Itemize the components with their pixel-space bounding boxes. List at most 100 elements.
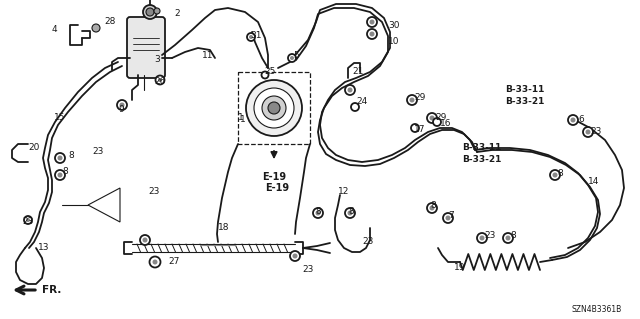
Circle shape xyxy=(429,205,435,211)
Circle shape xyxy=(351,103,359,111)
Text: 19: 19 xyxy=(454,263,465,272)
Text: 17: 17 xyxy=(414,125,426,135)
Circle shape xyxy=(552,173,557,177)
Circle shape xyxy=(140,235,150,245)
Circle shape xyxy=(26,218,30,222)
Circle shape xyxy=(410,98,415,102)
Circle shape xyxy=(445,216,451,220)
Circle shape xyxy=(146,8,154,16)
Circle shape xyxy=(246,80,302,136)
Circle shape xyxy=(429,115,435,121)
Text: 25: 25 xyxy=(264,68,275,77)
Circle shape xyxy=(290,251,300,261)
Text: 10: 10 xyxy=(388,38,399,47)
Text: 7: 7 xyxy=(448,211,454,219)
Circle shape xyxy=(288,54,296,62)
Circle shape xyxy=(407,95,417,105)
Text: 8: 8 xyxy=(62,167,68,176)
Text: 15: 15 xyxy=(54,114,65,122)
Circle shape xyxy=(369,19,374,25)
Text: B-33-11: B-33-11 xyxy=(462,144,501,152)
Text: B-33-21: B-33-21 xyxy=(462,155,501,165)
Circle shape xyxy=(316,211,321,216)
Circle shape xyxy=(292,254,298,258)
Circle shape xyxy=(247,33,255,41)
Text: 8: 8 xyxy=(430,201,436,210)
Circle shape xyxy=(369,32,374,36)
Circle shape xyxy=(550,170,560,180)
Circle shape xyxy=(345,85,355,95)
Text: 27: 27 xyxy=(168,256,179,265)
Text: E-19: E-19 xyxy=(262,172,286,182)
Text: 28: 28 xyxy=(104,18,115,26)
Text: B-33-21: B-33-21 xyxy=(505,98,545,107)
Circle shape xyxy=(262,96,286,120)
Circle shape xyxy=(143,5,157,19)
Text: 24: 24 xyxy=(356,98,367,107)
Circle shape xyxy=(156,76,164,85)
Circle shape xyxy=(479,235,484,241)
Circle shape xyxy=(345,208,355,218)
Circle shape xyxy=(58,173,63,177)
Text: 4: 4 xyxy=(52,26,58,34)
Circle shape xyxy=(477,233,487,243)
Text: 3: 3 xyxy=(154,56,160,64)
Bar xyxy=(238,72,310,144)
Text: 8: 8 xyxy=(557,168,563,177)
Text: 26: 26 xyxy=(154,78,165,86)
Circle shape xyxy=(158,78,162,82)
FancyBboxPatch shape xyxy=(127,17,165,78)
Circle shape xyxy=(348,211,353,216)
Text: 16: 16 xyxy=(440,118,451,128)
Text: 12: 12 xyxy=(338,188,349,197)
Circle shape xyxy=(249,35,253,39)
Circle shape xyxy=(348,87,353,93)
Text: 23: 23 xyxy=(302,265,314,275)
Text: 8: 8 xyxy=(68,151,74,160)
Circle shape xyxy=(150,256,161,268)
Text: 13: 13 xyxy=(38,242,49,251)
Circle shape xyxy=(152,259,157,264)
Text: 6: 6 xyxy=(578,115,584,124)
Circle shape xyxy=(570,117,575,122)
Text: 29: 29 xyxy=(414,93,426,101)
Circle shape xyxy=(503,233,513,243)
Text: 23: 23 xyxy=(148,188,159,197)
Text: 2: 2 xyxy=(174,9,180,18)
Text: 23: 23 xyxy=(362,238,373,247)
Circle shape xyxy=(583,127,593,137)
Circle shape xyxy=(506,235,511,241)
Text: SZN4B3361B: SZN4B3361B xyxy=(572,306,622,315)
Circle shape xyxy=(411,124,419,132)
Circle shape xyxy=(568,115,578,125)
Text: 31: 31 xyxy=(250,31,262,40)
Circle shape xyxy=(55,170,65,180)
Circle shape xyxy=(367,29,377,39)
Text: 21: 21 xyxy=(352,68,364,77)
Circle shape xyxy=(24,216,32,224)
Text: 29: 29 xyxy=(435,114,446,122)
Circle shape xyxy=(120,102,125,108)
Text: 18: 18 xyxy=(218,224,230,233)
Text: 14: 14 xyxy=(588,177,600,187)
Circle shape xyxy=(92,24,100,32)
Text: 23: 23 xyxy=(484,231,495,240)
Text: 23: 23 xyxy=(92,147,104,157)
Circle shape xyxy=(268,102,280,114)
Text: 23: 23 xyxy=(590,128,602,137)
Text: 9: 9 xyxy=(118,106,124,115)
Text: 8: 8 xyxy=(348,207,354,217)
Circle shape xyxy=(58,155,63,160)
Circle shape xyxy=(154,8,160,14)
Circle shape xyxy=(586,130,591,135)
Text: 8: 8 xyxy=(315,207,321,217)
Text: 8: 8 xyxy=(510,231,516,240)
Circle shape xyxy=(262,71,269,78)
Text: E-19: E-19 xyxy=(265,183,289,193)
Text: FR.: FR. xyxy=(42,285,61,295)
Text: 11: 11 xyxy=(202,50,214,60)
Circle shape xyxy=(367,17,377,27)
Text: 1: 1 xyxy=(238,114,244,122)
Circle shape xyxy=(443,213,453,223)
Text: B-33-11: B-33-11 xyxy=(505,85,545,94)
